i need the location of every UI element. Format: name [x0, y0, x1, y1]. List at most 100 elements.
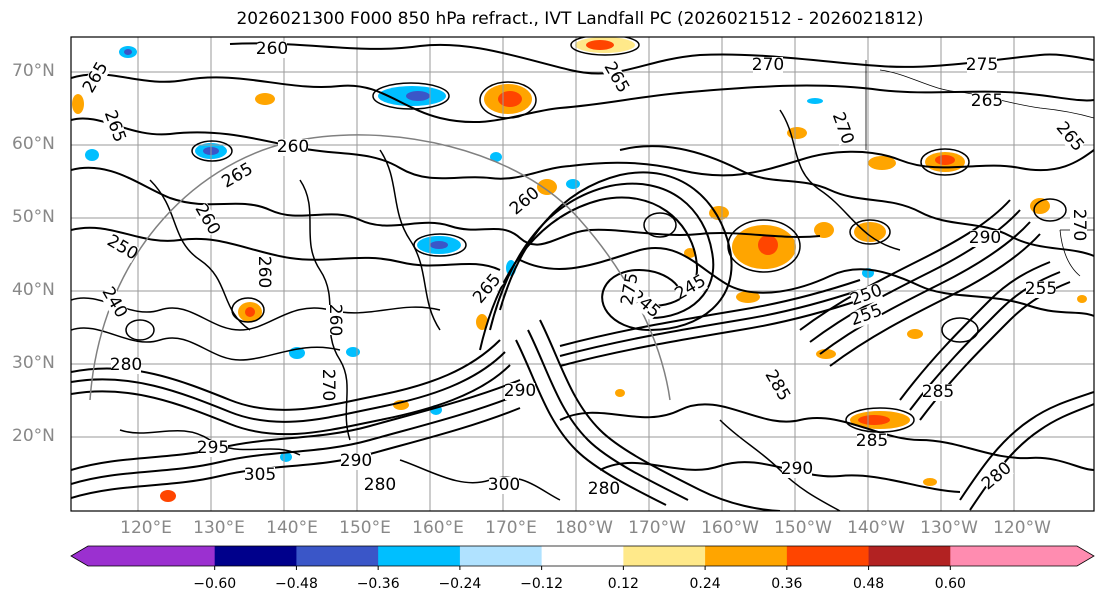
contour-line [619, 145, 1094, 257]
contour-label: 280 [364, 475, 396, 495]
contour-label: 290 [340, 451, 372, 471]
contour-line [719, 419, 841, 511]
positive-patch [1030, 198, 1050, 214]
contour-line [559, 289, 861, 357]
negative-patch [406, 91, 430, 101]
contour-line [969, 403, 1094, 511]
positive-patch [935, 155, 955, 165]
contour-cell [941, 317, 979, 343]
longitude-label: 130°W [920, 518, 978, 538]
latitude-label: 60°N [12, 134, 55, 154]
contour-line [899, 261, 1051, 401]
contour-label-bg [762, 368, 792, 403]
contour-label-bg [245, 467, 275, 484]
contour-label-bg [967, 57, 997, 74]
longitude-label: 180°W [555, 518, 613, 538]
contour-cell [570, 37, 640, 56]
contour-line [71, 351, 506, 423]
contour-line [71, 226, 501, 271]
contour-line [559, 403, 1094, 471]
contour-line [527, 329, 689, 501]
contour-line [71, 339, 501, 411]
contour-cell [643, 212, 677, 238]
contour-label: 305 [244, 465, 276, 485]
contour-line [799, 199, 1011, 331]
contour-label-bg [849, 282, 884, 309]
map-frame [70, 36, 1095, 512]
colorbar-segment [296, 546, 379, 566]
contour-label: 275 [966, 55, 998, 75]
contour-line [71, 407, 521, 499]
contour-cell [125, 319, 155, 341]
colorbar-segment [214, 546, 297, 566]
contour-label-bg [673, 273, 708, 303]
colorbar-segment [950, 546, 1078, 566]
colorbar-tick-label: 0.36 [771, 576, 803, 592]
contour-label-bg [589, 481, 619, 498]
longitude-label: 130°E [193, 518, 245, 538]
contour-label-bg [319, 370, 336, 400]
longitude-label: 120°E [120, 518, 172, 538]
contour-label-bg [980, 460, 1015, 493]
colorbar-segment [868, 546, 951, 566]
contour-line [71, 117, 1094, 180]
negative-patch [807, 98, 823, 104]
colorbar-tick-label: 0.48 [852, 576, 885, 592]
contour-label-bg [341, 453, 371, 470]
contour-line [515, 339, 667, 506]
contour-label: 280 [588, 479, 620, 499]
colorbar-extend-max [1077, 546, 1094, 566]
contour-label-bg [101, 109, 128, 144]
contour-cell [479, 81, 537, 119]
contour-line [599, 461, 961, 493]
contour-label-bg [508, 185, 543, 218]
contour-label-bg [970, 230, 1000, 247]
positive-patch [476, 314, 488, 330]
contour-label: 260 [277, 137, 309, 157]
positive-patch [907, 329, 923, 339]
contour-label-bg [1026, 281, 1056, 298]
contour-line [519, 247, 1094, 317]
contour-label: 290 [504, 381, 536, 401]
colorbar-segment [786, 546, 870, 566]
contour-line [71, 364, 511, 436]
contour-label: 260 [325, 304, 345, 336]
positive-patch [615, 389, 625, 397]
contour-label: 255 [1025, 279, 1057, 299]
positive-patch [814, 222, 834, 238]
positive-patch [245, 307, 255, 317]
positive-patch [537, 179, 557, 195]
positive-patch [858, 415, 890, 425]
contour-label-bg [972, 93, 1002, 110]
positive-patch [758, 235, 778, 255]
negative-patch [124, 49, 132, 55]
positive-patch [923, 478, 937, 486]
latitude-label: 30°N [12, 353, 55, 373]
contour-label-bg [829, 111, 856, 146]
positive-patch [816, 349, 836, 359]
latitude-label: 20°N [12, 426, 55, 446]
contour-label-bg [489, 477, 519, 494]
contour-line [539, 319, 781, 511]
contour-label-bg [601, 60, 631, 95]
contour-label: 270 [752, 55, 784, 75]
longitude-label: 170°W [628, 518, 686, 538]
contour-label: 260 [254, 256, 274, 288]
contour-label: 290 [781, 459, 813, 479]
longitude-label: 170°E [485, 518, 537, 538]
contour-label-bg [923, 384, 953, 401]
colorbar-tick-label: −0.36 [356, 576, 400, 592]
positive-patch [684, 248, 696, 258]
positive-patch [854, 222, 886, 242]
contour-cell [231, 297, 265, 323]
negative-patch [346, 347, 360, 357]
colorbar [70, 545, 1095, 570]
colorbar-tick-label: 0.60 [934, 576, 966, 592]
contour-line [779, 109, 901, 251]
colorbar-tick-label: −0.60 [193, 576, 237, 592]
contour-cell [191, 140, 233, 162]
positive-patch [868, 156, 896, 170]
contour-cell [727, 219, 801, 273]
contour-label-bg [619, 272, 642, 306]
